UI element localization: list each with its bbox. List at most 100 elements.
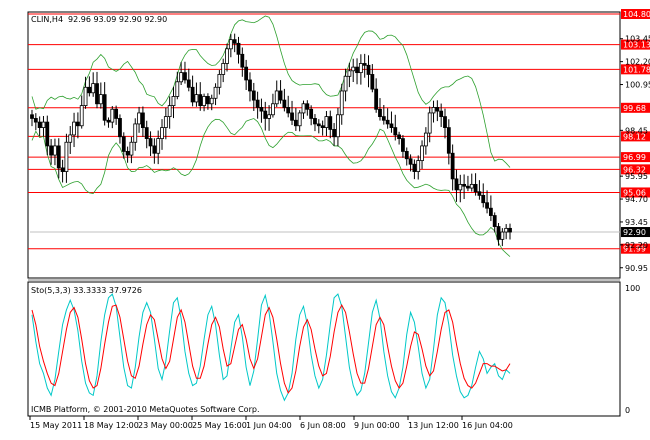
- price-level-value: 96.32: [623, 165, 646, 174]
- price-axis: 103.45102.20100.9598.4595.9594.7093.4592…: [620, 35, 650, 273]
- time-axis-label: 9 Jun 00:00: [354, 421, 400, 430]
- candle-body: [148, 138, 153, 147]
- candle-body: [129, 141, 134, 156]
- candle-body: [347, 70, 352, 77]
- candle-body: [236, 42, 241, 55]
- ohlc-readout: 92.96 93.09 92.90 92.90: [68, 15, 167, 24]
- candle-body: [167, 105, 172, 118]
- price-axis-label: 90.95: [625, 264, 648, 273]
- candle-body: [30, 114, 34, 119]
- candle-body: [102, 94, 107, 121]
- candle-body: [339, 90, 344, 116]
- candle-body: [179, 72, 184, 83]
- time-axis-label: 18 May 12:00: [84, 421, 139, 430]
- price-axis-label: 102.20: [625, 58, 650, 67]
- candle-body: [98, 94, 103, 105]
- price-level-tag: [621, 102, 650, 113]
- candle-body: [282, 99, 287, 108]
- candles-layer: [30, 33, 512, 247]
- time-axis-label: 25 May 16:00: [192, 421, 247, 430]
- price-level-tag: [621, 243, 650, 254]
- candle-body: [190, 86, 195, 103]
- price-axis-label: 98.45: [625, 126, 648, 135]
- candle-body: [358, 63, 363, 74]
- bollinger-bands-layer: [31, 15, 511, 257]
- candle-body: [255, 99, 260, 108]
- price-level-tag: [621, 164, 650, 175]
- candle-body: [137, 112, 141, 125]
- candle-body: [79, 105, 84, 127]
- candle-body: [64, 141, 69, 172]
- candle-body: [305, 103, 310, 110]
- candle-body: [278, 90, 283, 101]
- upper-band-line: [31, 15, 511, 168]
- candle-body: [378, 108, 382, 118]
- candle-body: [202, 96, 206, 107]
- candle-body: [393, 127, 398, 136]
- candle-body: [240, 53, 245, 68]
- candle-body: [213, 86, 218, 99]
- price-level-value: 103.13: [623, 41, 650, 50]
- candle-body: [297, 112, 302, 127]
- candle-body: [336, 114, 340, 138]
- candle-body: [374, 88, 379, 110]
- candle-body: [332, 129, 336, 138]
- candle-body: [121, 136, 126, 152]
- candle-body: [248, 79, 252, 92]
- candle-body: [446, 127, 451, 154]
- candle-body: [171, 96, 176, 107]
- price-axis-label: 94.70: [625, 195, 648, 204]
- indicator-label: Sto(5,3,3) 33.3333 37.9726: [31, 286, 142, 295]
- candle-body: [110, 108, 115, 123]
- price-level-value: 99.68: [623, 104, 646, 113]
- candle-body: [106, 119, 111, 123]
- candle-body: [416, 160, 421, 172]
- candle-body: [114, 108, 119, 119]
- candle-body: [244, 66, 249, 81]
- candle-body: [420, 145, 424, 161]
- candle-body: [500, 231, 505, 240]
- candle-body: [198, 94, 203, 107]
- candle-body: [469, 183, 474, 189]
- candle-body: [401, 138, 405, 152]
- price-panel-frame: [27, 11, 621, 279]
- time-axis: 15 May 2011 18 May 12:00 23 May 00:00 25 Ma…: [29, 416, 513, 430]
- candle-body: [125, 151, 130, 156]
- price-level-tag: [621, 152, 650, 163]
- candle-body: [53, 145, 57, 156]
- copyright-text: ICMB Platform, © 2001-2010 MetaQuotes So…: [31, 405, 260, 414]
- price-axis-label: 95.95: [625, 172, 648, 181]
- candle-body: [435, 107, 440, 112]
- time-axis-label: 13 Jun 12:00: [408, 421, 459, 430]
- candle-body: [366, 64, 371, 75]
- candle-body: [450, 152, 455, 180]
- candle-body: [160, 127, 164, 139]
- price-level-value: 95.06: [623, 188, 646, 197]
- price-level-tag: [621, 187, 650, 198]
- price-axis-label: 103.45: [625, 35, 650, 44]
- current-price-tag: [621, 227, 650, 238]
- time-axis-label: 1 Jun 04:00: [246, 421, 292, 430]
- candle-body: [95, 83, 99, 105]
- candle-body: [504, 227, 509, 233]
- stochastic-axis-label: 0: [625, 406, 630, 415]
- candle-body: [87, 86, 92, 94]
- candle-body: [488, 207, 493, 216]
- candle-body: [49, 145, 54, 156]
- candle-body: [324, 116, 329, 128]
- price-level-tag: [621, 39, 650, 50]
- candle-body: [91, 83, 96, 94]
- candle-body: [404, 151, 409, 160]
- candle-body: [466, 185, 470, 189]
- candle-body: [251, 90, 256, 101]
- candle-body: [72, 121, 76, 136]
- candle-body: [83, 86, 88, 107]
- candle-body: [316, 123, 321, 127]
- current-price-value: 92.90: [623, 228, 646, 237]
- candle-body: [496, 226, 501, 240]
- candle-body: [477, 191, 482, 196]
- candle-body: [75, 121, 80, 127]
- stochastic-layer: 100 0: [31, 284, 640, 415]
- time-axis-label: 15 May 2011: [30, 421, 82, 430]
